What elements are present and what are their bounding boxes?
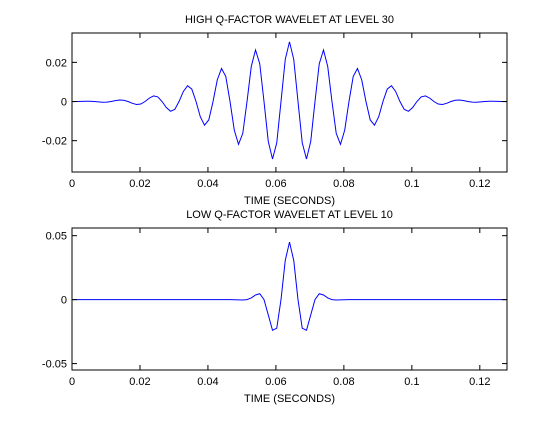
wavelet-line: [72, 241, 507, 332]
x-tick-label: 0.06: [265, 376, 286, 388]
axes-frame: [71, 227, 508, 371]
x-tick-label: 0.04: [197, 376, 218, 388]
x-axis-label: TIME (SECONDS): [244, 393, 335, 405]
axes-frame: [71, 32, 508, 173]
chart-title: LOW Q-FACTOR WAVELET AT LEVEL 10: [186, 209, 393, 221]
x-tick-label: 0.04: [197, 178, 218, 190]
y-tick-label: 0.02: [46, 57, 67, 69]
x-tick-label: 0.02: [129, 178, 150, 190]
y-tick-label: -0.05: [42, 359, 67, 371]
x-tick-label: 0.1: [404, 178, 419, 190]
x-tick-label: 0.12: [469, 178, 490, 190]
y-tick-label: -0.02: [42, 136, 67, 148]
wavelet-line: [72, 41, 507, 160]
y-tick-label: 0: [61, 295, 67, 307]
x-tick-label: 0.12: [469, 376, 490, 388]
x-tick-label: 0: [69, 376, 75, 388]
axes-background: [72, 33, 507, 172]
y-tick-label: 0.05: [46, 231, 67, 243]
axes-background: [72, 228, 507, 370]
x-tick-label: 0.02: [129, 376, 150, 388]
x-tick-label: 0: [69, 178, 75, 190]
x-tick-label: 0.08: [333, 178, 354, 190]
y-tick-label: 0: [61, 97, 67, 109]
x-tick-label: 0.08: [333, 376, 354, 388]
x-axis-label: TIME (SECONDS): [244, 195, 335, 207]
x-tick-label: 0.1: [404, 376, 419, 388]
x-tick-label: 0.06: [265, 178, 286, 190]
chart-title: HIGH Q-FACTOR WAVELET AT LEVEL 30: [185, 14, 394, 26]
